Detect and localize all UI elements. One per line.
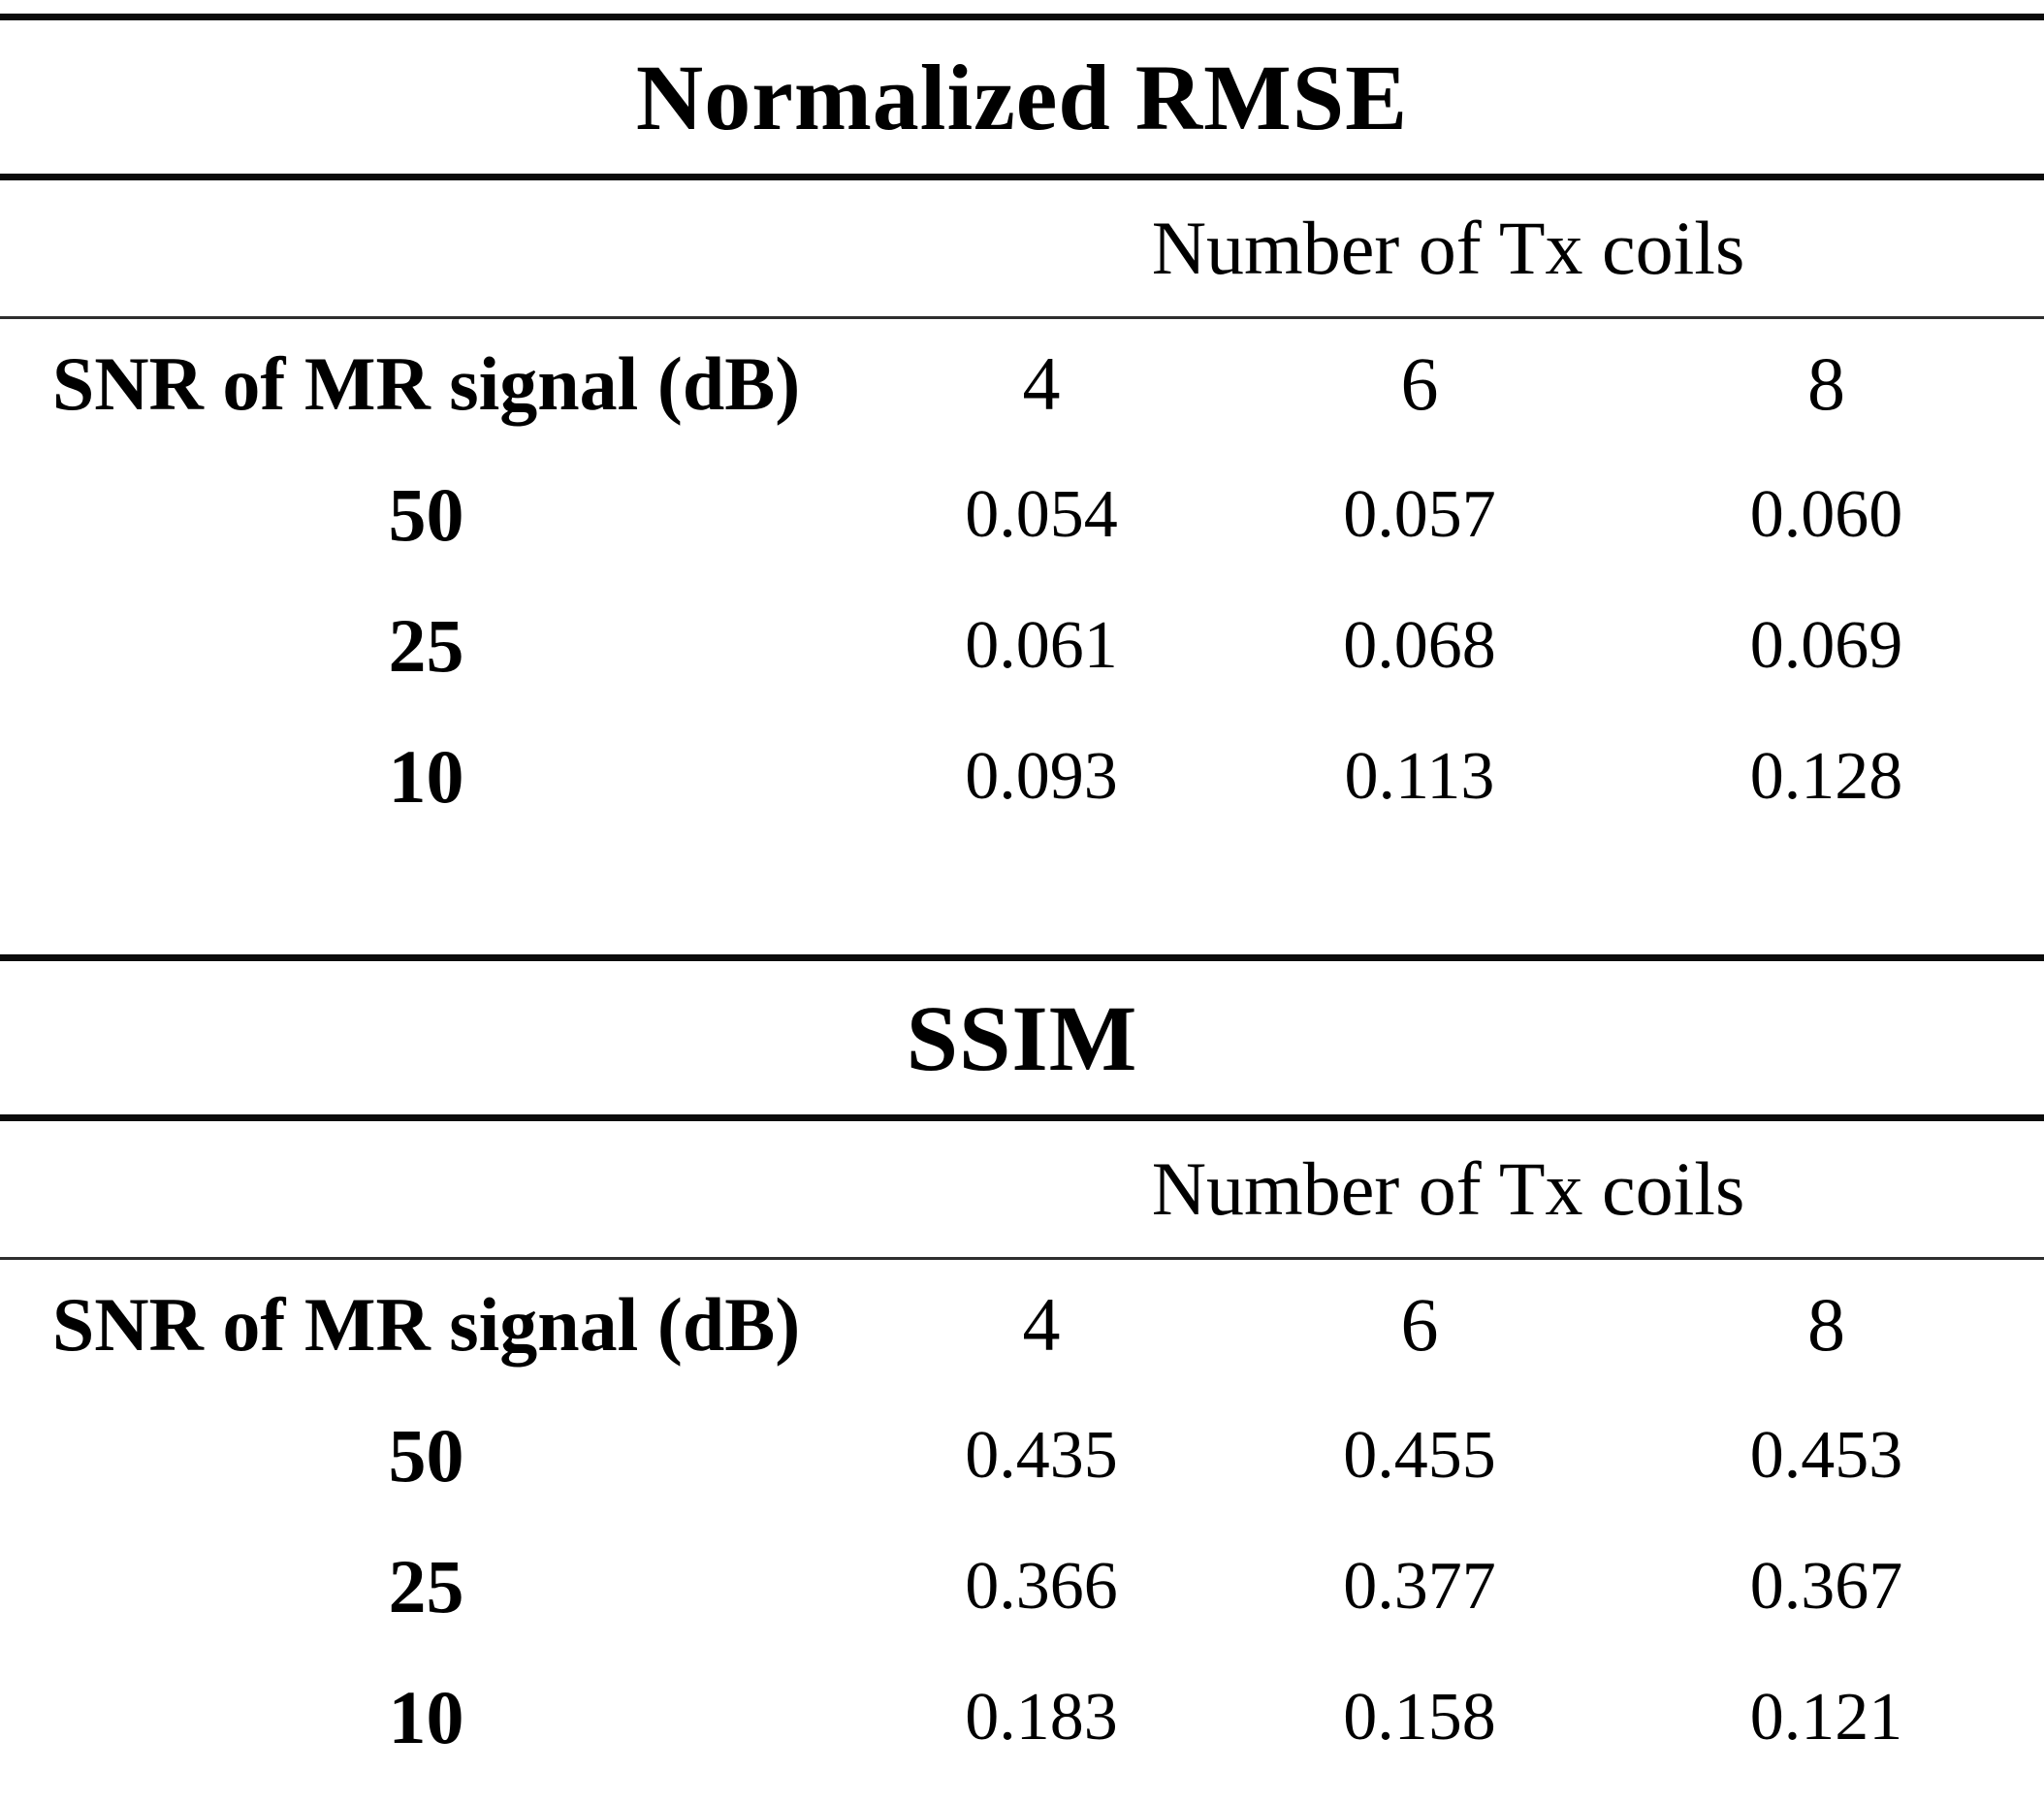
table-normalized-rmse: Normalized RMSE Number of Tx coils SNR o… bbox=[0, 14, 2044, 842]
cell-value: 0.054 bbox=[965, 476, 1118, 552]
header-rule bbox=[0, 1257, 2044, 1260]
cell-value: 0.093 bbox=[965, 738, 1118, 814]
cell-value: 0.121 bbox=[1749, 1679, 1903, 1755]
cell-value: 0.057 bbox=[1343, 476, 1496, 552]
cell-value: 0.113 bbox=[1344, 738, 1495, 814]
col-header: 8 bbox=[1806, 1282, 1845, 1367]
table-ssim: SSIM Number of Tx coils SNR of MR signal… bbox=[0, 954, 2044, 1783]
cell-value: 0.377 bbox=[1343, 1548, 1496, 1624]
col-header: 6 bbox=[1400, 341, 1439, 426]
cell-value: 0.060 bbox=[1749, 476, 1903, 552]
header-row: SNR of MR signal (dB) 4 6 8 bbox=[0, 319, 2044, 449]
cell-value: 0.183 bbox=[965, 1679, 1118, 1755]
row-label: 50 bbox=[388, 1412, 464, 1498]
table-row: 25 0.366 0.377 0.367 bbox=[0, 1521, 2044, 1652]
col-header: 4 bbox=[1022, 1282, 1061, 1367]
top-rule bbox=[0, 14, 2044, 20]
cell-value: 0.158 bbox=[1343, 1679, 1496, 1755]
cell-value: 0.128 bbox=[1749, 738, 1903, 814]
cell-value: 0.366 bbox=[965, 1548, 1118, 1624]
cell-value: 0.453 bbox=[1749, 1417, 1903, 1493]
col-header: 6 bbox=[1400, 1282, 1439, 1367]
column-group-row: Number of Tx coils bbox=[0, 180, 2044, 316]
col-header: 8 bbox=[1806, 341, 1845, 426]
table-row: 25 0.061 0.068 0.069 bbox=[0, 580, 2044, 711]
table-row: 10 0.093 0.113 0.128 bbox=[0, 711, 2044, 842]
column-group-label: Number of Tx coils bbox=[1151, 206, 1745, 290]
table-title-row: SSIM bbox=[0, 961, 2044, 1114]
table-title: SSIM bbox=[906, 985, 1138, 1090]
table-row: 50 0.435 0.455 0.453 bbox=[0, 1390, 2044, 1521]
row-label: 10 bbox=[388, 1674, 464, 1759]
header-row: SNR of MR signal (dB) 4 6 8 bbox=[0, 1260, 2044, 1390]
header-rule bbox=[0, 316, 2044, 319]
cell-value: 0.061 bbox=[965, 607, 1118, 683]
table-title: Normalized RMSE bbox=[635, 45, 1409, 149]
col-header: 4 bbox=[1022, 341, 1061, 426]
table-gap bbox=[0, 842, 2044, 954]
row-label: 25 bbox=[388, 602, 464, 688]
row-axis-label: SNR of MR signal (dB) bbox=[51, 1282, 801, 1367]
cell-value: 0.068 bbox=[1343, 607, 1496, 683]
column-group-label: Number of Tx coils bbox=[1151, 1146, 1745, 1231]
cell-value: 0.435 bbox=[965, 1417, 1118, 1493]
table-title-row: Normalized RMSE bbox=[0, 20, 2044, 174]
column-group-row: Number of Tx coils bbox=[0, 1121, 2044, 1257]
cell-value: 0.455 bbox=[1343, 1417, 1496, 1493]
table-row: 50 0.054 0.057 0.060 bbox=[0, 449, 2044, 580]
row-label: 50 bbox=[388, 471, 464, 557]
row-axis-label: SNR of MR signal (dB) bbox=[51, 341, 801, 426]
table-row: 10 0.183 0.158 0.121 bbox=[0, 1652, 2044, 1783]
row-label: 10 bbox=[388, 733, 464, 819]
row-label: 25 bbox=[388, 1543, 464, 1628]
title-bottom-rule bbox=[0, 174, 2044, 180]
title-bottom-rule bbox=[0, 1114, 2044, 1121]
cell-value: 0.069 bbox=[1749, 607, 1903, 683]
top-rule bbox=[0, 954, 2044, 961]
cell-value: 0.367 bbox=[1749, 1548, 1903, 1624]
